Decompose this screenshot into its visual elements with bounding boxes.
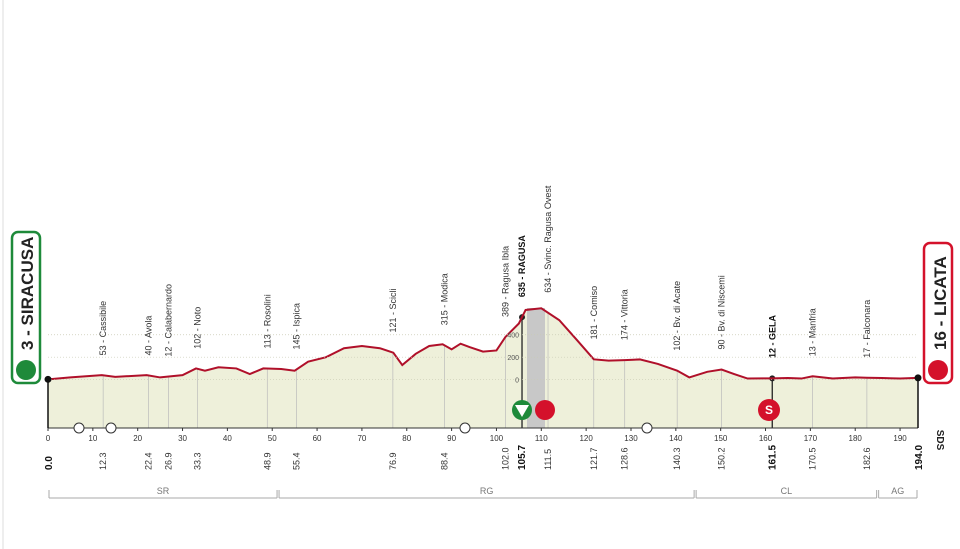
profile-area (48, 308, 918, 428)
x-tick-label: 140 (669, 434, 683, 443)
waypoint-km: 121.7 (589, 447, 599, 470)
waypoint-name: 90 - Bv. di Niscemi (717, 275, 727, 349)
icons: S (73, 399, 780, 434)
y-tick-label: 200 (507, 355, 519, 362)
waypoint-km: 182.6 (862, 447, 872, 470)
waypoint-km: 88.4 (439, 452, 449, 470)
waypoint-name: 102 - Bv. di Acate (672, 281, 682, 351)
x-tick-label: 60 (313, 434, 322, 443)
waypoint-name: 181 - Comiso (589, 286, 599, 340)
waypoint-name: 389 - Ragusa Ibla (500, 246, 510, 317)
waypoint-name: 174 - Vittoria (620, 289, 630, 340)
x-tick-label: 190 (893, 434, 907, 443)
waypoint-name: 635 - RAGUSA (517, 235, 527, 298)
province-label: SR (157, 486, 170, 496)
start-dot (44, 375, 52, 383)
svg-text:S: S (765, 403, 773, 417)
waypoint-name: 102 - Noto (192, 307, 202, 349)
finish-km: 194.0 (914, 445, 925, 470)
x-tick-label: 0 (46, 434, 51, 443)
waypoint-km: 102.0 (500, 447, 510, 470)
x-tick-label: 20 (133, 434, 142, 443)
x-tick-label: 10 (88, 434, 97, 443)
waypoint-km: 22.4 (143, 452, 153, 470)
x-tick-label: 80 (402, 434, 411, 443)
waypoint-km: 33.3 (192, 452, 202, 470)
x-tick-label: 120 (579, 434, 593, 443)
waypoint-km: 55.4 (291, 452, 301, 470)
x-tick-label: 150 (714, 434, 728, 443)
waypoint-km: 26.9 (164, 452, 174, 470)
waypoint-km: 128.6 (620, 447, 630, 470)
waypoint-name: 40 - Avola (143, 316, 153, 356)
waypoint-km: 140.3 (672, 447, 682, 470)
province-label: RG (480, 486, 494, 496)
waypoint-km: 170.5 (808, 447, 818, 470)
waypoint-km: 76.9 (388, 452, 398, 470)
waypoint-name: 121 - Scicli (388, 289, 398, 333)
x-tick-label: 70 (357, 434, 366, 443)
x-tick-label: 130 (624, 434, 638, 443)
y-tick-label: 400 (507, 333, 519, 340)
waypoint-km: 48.9 (262, 452, 272, 470)
waypoint-km: 150.2 (717, 447, 727, 470)
x-tick-label: 100 (490, 434, 504, 443)
finish-name: 16 - LICATA (931, 256, 950, 350)
waypoint-name: 17 - Falconara (862, 300, 872, 358)
x-tick-label: 90 (447, 434, 456, 443)
x-tick-label: 170 (804, 434, 818, 443)
waypoint-km: 105.7 (517, 445, 528, 470)
profile-line (47, 307, 919, 381)
waypoint-name: 53 - Cassibile (98, 301, 108, 356)
x-tick-label: 40 (223, 434, 232, 443)
x-tick-label: 110 (535, 434, 548, 443)
logo: SDS (934, 430, 945, 451)
waypoint-name: 113 - Rosolini (262, 294, 272, 348)
waypoint-km: 161.5 (767, 445, 778, 470)
x-tick-label: 50 (268, 434, 277, 443)
finish-box: 16 - LICATA (922, 241, 954, 385)
waypoint-km: 12.3 (98, 452, 108, 470)
waypoint-name: 145 - Ispica (291, 303, 301, 350)
waypoint-name: 315 - Modica (439, 273, 449, 325)
finish-dot (914, 374, 922, 382)
waypoint-name: 12 - GELA (767, 314, 777, 358)
x-tick-label: 160 (759, 434, 773, 443)
start-km: 0.0 (44, 456, 55, 470)
waypoint-name: 13 - Manfria (808, 308, 818, 356)
province-label: AG (891, 486, 904, 496)
x-tick-label: 180 (849, 434, 863, 443)
waypoint-name: 634 - Svinc. Ragusa Ovest (543, 185, 553, 293)
climb-band (527, 308, 545, 428)
x-tick-label: 30 (178, 434, 187, 443)
start-name: 3 - SIRACUSA (18, 237, 37, 350)
waypoint-name: 12 - Calabernardo (164, 284, 174, 357)
y-tick-label: 0 (515, 378, 519, 385)
start-box: 3 - SIRACUSA (10, 230, 42, 385)
province-label: CL (781, 486, 793, 496)
waypoint-km: 111.5 (543, 449, 553, 470)
